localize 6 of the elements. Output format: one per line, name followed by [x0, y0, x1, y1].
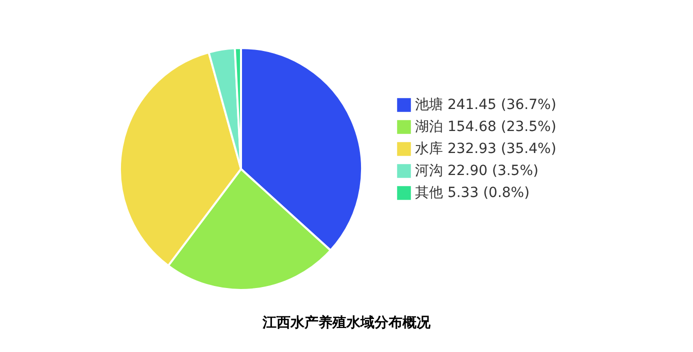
- legend-label: 池塘 241.45 (36.7%): [415, 97, 556, 113]
- text: 江西水产养殖水域分布概况: [262, 314, 432, 331]
- legend-label: 湖泊 154.68 (23.5%): [415, 119, 556, 135]
- legend-label: 其他 5.33 (0.8%): [415, 185, 530, 201]
- legend-label: 河沟 22.90 (3.5%): [415, 163, 538, 179]
- legend-label: 水库 232.93 (35.4%): [415, 141, 556, 157]
